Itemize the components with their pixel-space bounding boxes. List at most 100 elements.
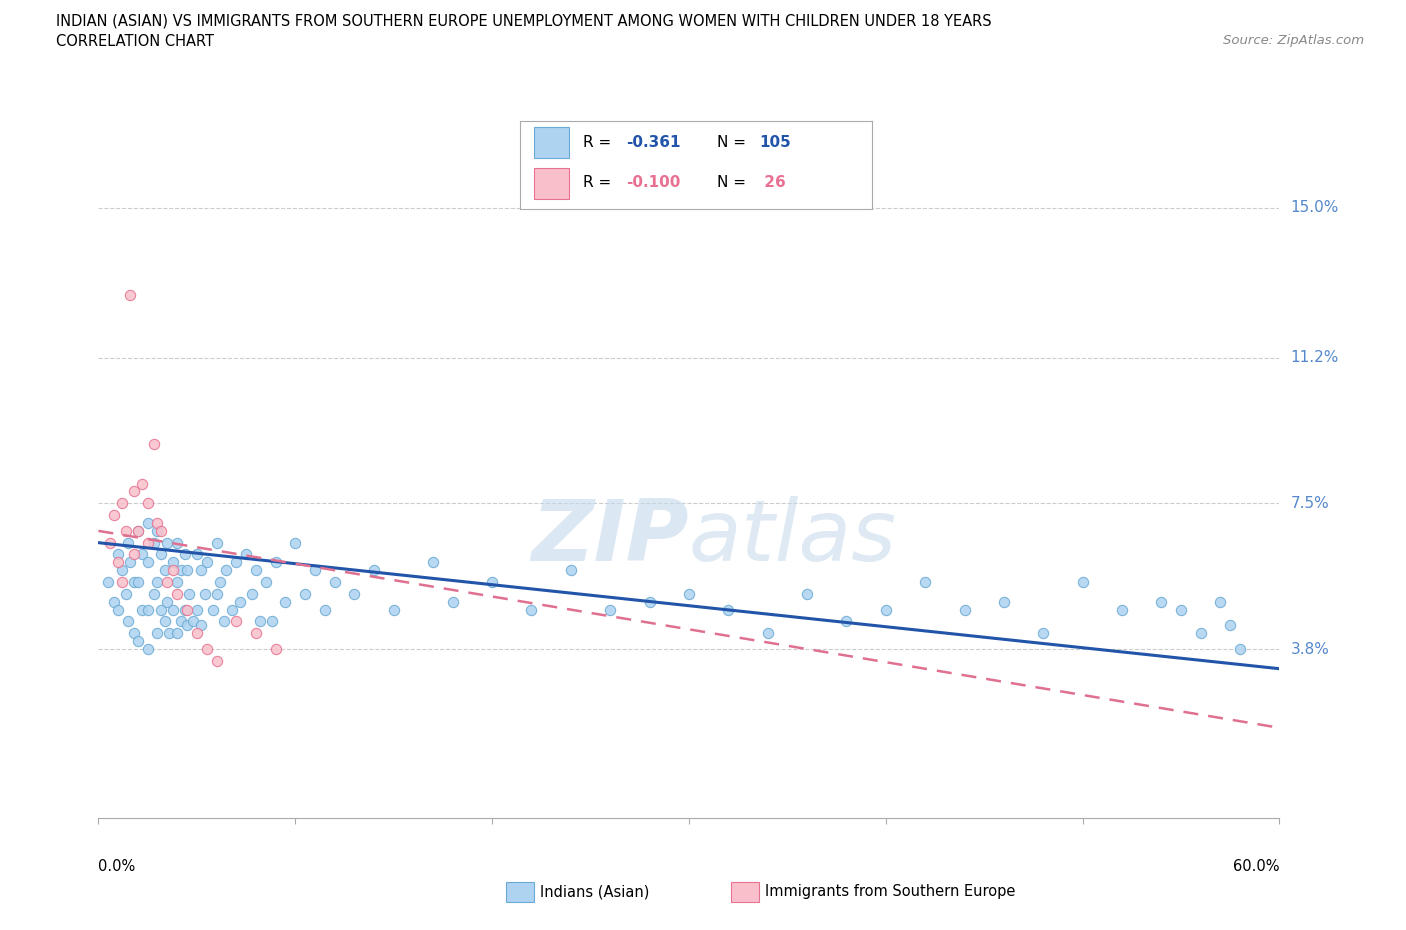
Point — [155, 614, 177, 629]
Point — [146, 515, 169, 530]
Point — [205, 654, 228, 669]
Point — [323, 575, 346, 590]
Text: INDIAN (ASIAN) VS IMMIGRANTS FROM SOUTHERN EUROPE UNEMPLOYMENT AMONG WOMEN WITH : INDIAN (ASIAN) VS IMMIGRANTS FROM SOUTHE… — [56, 14, 991, 29]
Point — [221, 603, 243, 618]
Point — [166, 536, 188, 551]
Point — [170, 563, 193, 578]
Point — [190, 563, 212, 578]
Point — [190, 618, 212, 632]
Text: 7.5%: 7.5% — [1291, 496, 1329, 511]
Text: atlas: atlas — [689, 496, 897, 578]
Point — [304, 563, 326, 578]
Point — [162, 555, 184, 570]
Point — [201, 603, 224, 618]
Point — [914, 575, 936, 590]
Text: 60.0%: 60.0% — [1233, 858, 1279, 873]
Point — [142, 437, 165, 452]
Point — [174, 547, 197, 562]
Point — [131, 547, 153, 562]
Point — [97, 575, 120, 590]
Point — [176, 603, 198, 618]
Point — [117, 614, 139, 629]
Point — [481, 575, 503, 590]
Point — [174, 603, 197, 618]
Point — [111, 575, 134, 590]
Text: R =: R = — [583, 135, 617, 150]
Point — [1071, 575, 1094, 590]
Point — [195, 555, 218, 570]
Point — [209, 575, 232, 590]
Point — [638, 594, 661, 609]
Point — [146, 626, 169, 641]
Point — [1170, 603, 1192, 618]
Point — [111, 563, 134, 578]
Point — [127, 633, 149, 648]
Point — [875, 603, 897, 618]
Point — [260, 614, 283, 629]
Point — [162, 603, 184, 618]
Text: 105: 105 — [759, 135, 792, 150]
Point — [122, 547, 145, 562]
Point — [127, 524, 149, 538]
Point — [166, 626, 188, 641]
Point — [953, 603, 976, 618]
Point — [98, 536, 121, 551]
Point — [441, 594, 464, 609]
Point — [103, 594, 125, 609]
Point — [146, 575, 169, 590]
Point — [294, 587, 316, 602]
Point — [520, 603, 543, 618]
Text: R =: R = — [583, 175, 617, 191]
Point — [205, 536, 228, 551]
Point — [274, 594, 297, 609]
Point — [131, 603, 153, 618]
Point — [122, 484, 145, 498]
Point — [195, 642, 218, 657]
Point — [131, 476, 153, 491]
Text: Source: ZipAtlas.com: Source: ZipAtlas.com — [1223, 34, 1364, 47]
Point — [115, 587, 138, 602]
Point — [240, 587, 263, 602]
Point — [118, 287, 141, 302]
Point — [264, 555, 287, 570]
Point — [181, 614, 204, 629]
Point — [127, 524, 149, 538]
Point — [264, 642, 287, 657]
Point — [194, 587, 217, 602]
Point — [150, 524, 173, 538]
Point — [993, 594, 1015, 609]
Point — [1189, 626, 1212, 641]
Point — [717, 603, 740, 618]
Point — [177, 587, 200, 602]
Point — [136, 496, 159, 511]
Point — [796, 587, 818, 602]
Point — [117, 536, 139, 551]
Text: 0.0%: 0.0% — [98, 858, 135, 873]
Point — [142, 536, 165, 551]
Point — [560, 563, 582, 578]
Point — [205, 587, 228, 602]
FancyBboxPatch shape — [534, 167, 569, 199]
Point — [186, 547, 208, 562]
Point — [156, 594, 179, 609]
Text: -0.361: -0.361 — [626, 135, 681, 150]
Point — [122, 575, 145, 590]
Point — [136, 603, 159, 618]
Point — [118, 555, 141, 570]
Text: Indians (Asian): Indians (Asian) — [540, 884, 650, 899]
Point — [150, 547, 173, 562]
Point — [157, 626, 180, 641]
Point — [136, 515, 159, 530]
Point — [136, 642, 159, 657]
Point — [215, 563, 238, 578]
Point — [170, 614, 193, 629]
Point — [186, 626, 208, 641]
Point — [678, 587, 700, 602]
Text: N =: N = — [717, 175, 751, 191]
Point — [245, 563, 267, 578]
Point — [599, 603, 621, 618]
Point — [254, 575, 277, 590]
Point — [166, 575, 188, 590]
Text: 26: 26 — [759, 175, 786, 191]
Point — [1209, 594, 1232, 609]
